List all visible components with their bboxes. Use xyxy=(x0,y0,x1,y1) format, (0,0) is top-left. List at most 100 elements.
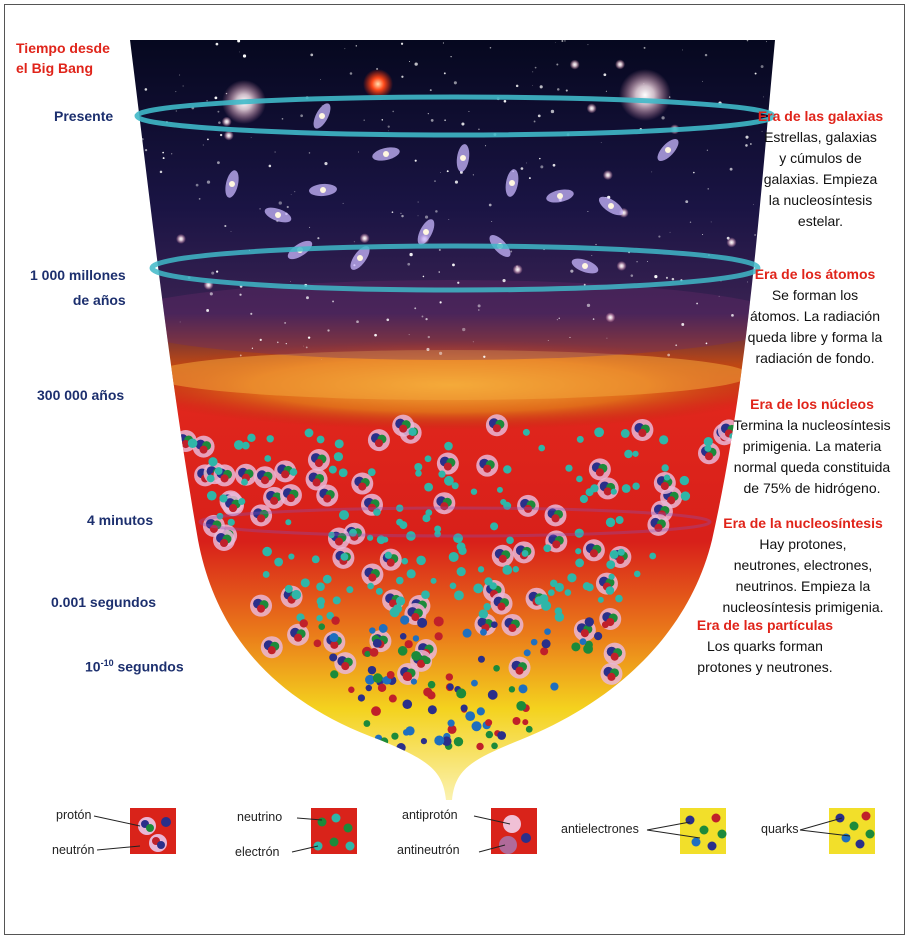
quark-dot-icon xyxy=(341,662,350,671)
time-billion-line1: 1 000 millones xyxy=(30,267,126,283)
star-icon xyxy=(230,230,232,232)
star-icon xyxy=(206,180,211,184)
star-icon xyxy=(321,359,322,360)
particle-dot-icon xyxy=(632,450,639,457)
quark-dot-icon xyxy=(660,481,669,491)
particle-dot-icon xyxy=(377,683,387,693)
star-icon xyxy=(661,116,665,120)
time-exp-unit: segundos xyxy=(113,658,184,675)
particle-dot-icon xyxy=(525,725,533,733)
era-text-line: Termina la nucleosíntesis xyxy=(733,417,891,433)
particle-dot-icon xyxy=(402,699,413,710)
particle-dot-icon xyxy=(456,688,467,699)
quark-dot-icon xyxy=(497,602,506,611)
star-icon xyxy=(440,172,442,174)
era-text-line: Los quarks forman xyxy=(707,638,823,654)
quark-dot-icon xyxy=(492,424,501,433)
particle-dot-icon xyxy=(585,488,594,497)
star-icon xyxy=(221,116,232,127)
star-icon xyxy=(528,177,531,180)
particle-dot-icon xyxy=(621,484,631,493)
star-icon xyxy=(327,329,330,332)
particle-dot-icon xyxy=(316,614,323,622)
particle-dot-icon xyxy=(576,475,583,483)
era-text-line: y cúmulos de xyxy=(779,150,862,166)
particle-dot-icon xyxy=(554,582,564,592)
star-icon xyxy=(718,295,720,297)
particle-dot-icon xyxy=(238,497,246,505)
timeline-heading-line1: Tiempo desde xyxy=(16,40,110,56)
quark-icon xyxy=(861,811,871,821)
era-particulas: Era de las partículas Los quarks forman … xyxy=(681,615,849,678)
particle-dot-icon xyxy=(541,639,551,649)
antiproton-icon xyxy=(503,815,521,833)
particle-dot-icon xyxy=(376,535,386,545)
particle-dot-icon xyxy=(410,678,418,685)
star-icon xyxy=(489,46,492,49)
particle-dot-icon xyxy=(421,590,430,599)
star-icon xyxy=(526,162,528,164)
star-icon xyxy=(144,88,148,91)
star-icon xyxy=(159,170,163,174)
star-icon xyxy=(587,44,589,46)
star-icon xyxy=(587,211,589,213)
star-icon xyxy=(136,147,139,151)
quark-dot-icon xyxy=(508,623,517,633)
star-icon xyxy=(477,304,481,308)
particle-dot-icon xyxy=(485,730,494,739)
star-icon xyxy=(606,337,608,339)
time-billion-years: 1 000 millones de años xyxy=(30,263,126,313)
particle-dot-icon xyxy=(434,530,441,538)
quark-dot-icon xyxy=(515,666,524,675)
quark-dot-icon xyxy=(270,496,279,505)
particle-dot-icon xyxy=(473,583,484,594)
star-icon xyxy=(278,201,282,205)
particle-dot-icon xyxy=(380,737,389,746)
star-icon xyxy=(374,333,377,337)
particle-dot-icon xyxy=(399,632,407,640)
particle-dot-icon xyxy=(214,467,223,475)
particle-dot-icon xyxy=(322,574,332,584)
star-icon xyxy=(435,210,438,213)
particle-dot-icon xyxy=(396,504,404,512)
particle-dot-icon xyxy=(579,494,589,504)
star-icon xyxy=(147,219,151,222)
quark-dot-icon xyxy=(368,573,377,582)
star-icon xyxy=(707,188,710,190)
particle-dot-icon xyxy=(530,638,538,646)
star-icon xyxy=(726,237,737,248)
particle-dot-icon xyxy=(417,617,428,628)
star-icon xyxy=(754,234,756,236)
particle-dot-icon xyxy=(565,464,573,472)
era-text-line: nucleosíntesis primigenia. xyxy=(722,599,884,615)
particle-dot-icon xyxy=(465,711,476,722)
star-icon xyxy=(457,281,460,284)
star-icon xyxy=(131,351,134,355)
star-icon xyxy=(669,231,671,233)
star-icon xyxy=(472,341,474,343)
star-icon xyxy=(731,313,734,317)
star-icon xyxy=(294,191,296,193)
particle-dot-icon xyxy=(284,584,293,593)
star-icon xyxy=(488,203,492,207)
star-icon xyxy=(760,65,764,69)
particle-dot-icon xyxy=(447,683,454,691)
quark-dot-icon xyxy=(219,538,229,548)
quark-dot-icon xyxy=(483,464,492,473)
star-icon xyxy=(274,151,276,153)
particle-dot-icon xyxy=(219,494,228,503)
star-icon xyxy=(290,194,292,195)
star-icon xyxy=(443,72,446,75)
particle-dot-icon xyxy=(487,689,498,700)
star-icon xyxy=(439,301,442,304)
particle-dot-icon xyxy=(262,571,270,578)
particle-dot-icon xyxy=(471,721,482,732)
star-icon xyxy=(217,161,220,165)
quark-dot-icon xyxy=(260,476,270,485)
star-icon xyxy=(358,151,360,153)
star-icon xyxy=(359,233,370,244)
quark-dot-icon xyxy=(386,558,395,567)
particle-dot-icon xyxy=(241,478,248,486)
particle-dot-icon xyxy=(470,488,478,495)
star-icon xyxy=(583,283,586,286)
